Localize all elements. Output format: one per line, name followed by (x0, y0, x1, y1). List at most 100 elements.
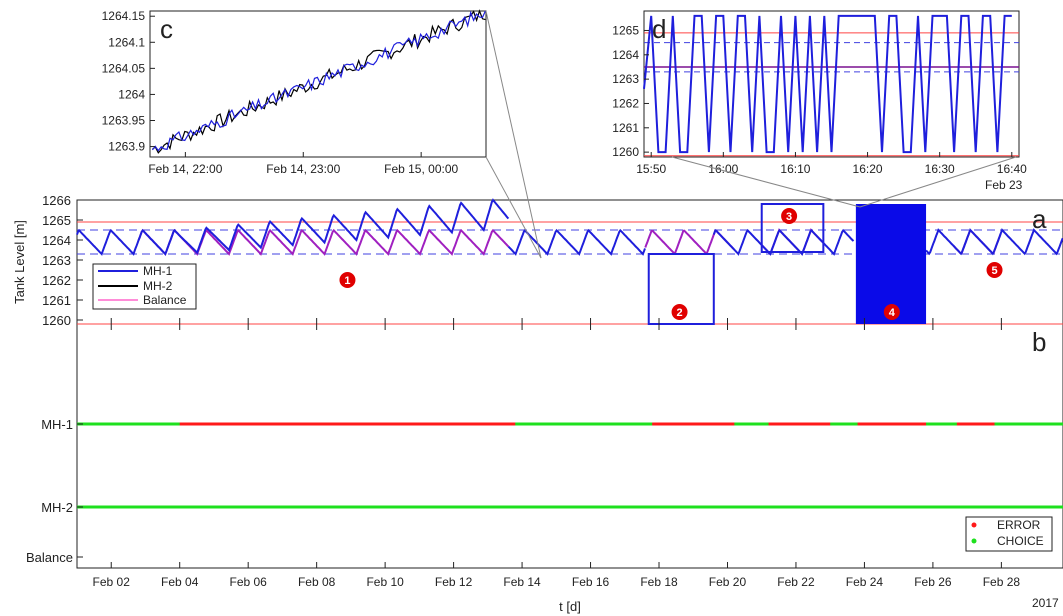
y-tick-label-c: 1264.1 (108, 35, 145, 49)
legend-error-dot (971, 522, 977, 528)
x-tick-label: Feb 28 (983, 575, 1021, 589)
x-axis-label: t [d] (559, 599, 581, 614)
panel-b-plot (77, 422, 1063, 509)
panel-b-frame (76, 323, 1063, 569)
panel-c-plot (151, 9, 486, 154)
annotation-marker-label: 1 (344, 275, 350, 287)
inset-c-mh2-line (152, 9, 486, 154)
y-tick-label-b: MH-2 (41, 500, 73, 515)
annotation-marker-4: 4 (883, 304, 900, 320)
y-tick-label-a: 1264 (42, 233, 71, 248)
connector-d-1 (671, 156, 861, 208)
annotation-marker-1: 1 (339, 272, 356, 288)
x-tick-label: Feb 02 (93, 575, 131, 589)
x-tick-label-d: 16:10 (780, 162, 810, 176)
mh1-series-line (76, 198, 510, 256)
panel-letter-d: d (652, 14, 666, 44)
y-tick-label-b: MH-1 (41, 417, 73, 432)
x-tick-label: Feb 22 (777, 575, 815, 589)
legend-mh1-label: MH-1 (143, 264, 173, 278)
legend-error-label: ERROR (997, 518, 1041, 532)
x-tick-label-d: 15:50 (636, 162, 666, 176)
annotation-marker-label: 5 (991, 265, 997, 277)
x-tick-label-d: 16:20 (853, 162, 883, 176)
x-tick-label-c: Feb 15, 00:00 (384, 162, 458, 176)
legend-b: ERROR CHOICE (965, 516, 1053, 552)
annotation-marker-circle (781, 208, 798, 224)
legend-mh2-label: MH-2 (143, 279, 173, 293)
legend-a: MH-1 MH-2 Balance (92, 263, 197, 310)
annotation-marker-label: 3 (786, 211, 792, 223)
panel-d-date: Feb 23 (985, 178, 1023, 192)
x-tick-label-c: Feb 14, 23:00 (266, 162, 340, 176)
x-tick-label: Feb 08 (298, 575, 336, 589)
legend-choice-label: CHOICE (997, 534, 1044, 548)
x-tick-label: Feb 26 (914, 575, 952, 589)
annotation-marker-circle (339, 272, 356, 288)
x-tick-label: Feb 20 (709, 575, 747, 589)
mh1-series-line (925, 228, 1063, 256)
inset-c-mh1-line (151, 10, 486, 152)
x-tick-label: Feb 12 (435, 575, 473, 589)
y-tick-label-d: 1260 (612, 145, 639, 159)
y-axis-label: Tank Level [m] (12, 220, 27, 304)
x-tick-label: Feb 14 (503, 575, 541, 589)
y-tick-label-d: 1261 (612, 121, 639, 135)
x-tick-label: Feb 16 (572, 575, 610, 589)
event-box-2 (647, 253, 715, 325)
annotation-marker-3: 3 (781, 208, 798, 224)
legend-b-box (965, 516, 1053, 552)
annotation-marker-circle (883, 304, 900, 320)
annotation-marker-label: 4 (889, 307, 896, 319)
y-tick-label-a: 1263 (42, 253, 71, 268)
y-tick-label-c: 1263.95 (102, 114, 146, 128)
y-tick-label-d: 1265 (612, 23, 639, 37)
connector-c-1 (485, 10, 542, 259)
y-tick-label-a: 1261 (42, 293, 71, 308)
y-tick-label-d: 1264 (612, 48, 639, 62)
annotation-marker-5: 5 (986, 262, 1003, 278)
y-tick-label-d: 1262 (612, 96, 639, 110)
y-tick-label-a: 1260 (42, 313, 71, 328)
annotation-marker-2: 2 (671, 304, 688, 320)
x-tick-label: Feb 24 (846, 575, 884, 589)
x-tick-label: Feb 06 (230, 575, 268, 589)
event-block-4 (855, 204, 927, 324)
panel-letter-a: a (1032, 204, 1047, 234)
x-tick-label-d: 16:30 (925, 162, 955, 176)
mh1-series-line (712, 228, 855, 256)
legend-balance-label: Balance (143, 293, 187, 307)
y-tick-label-c: 1264.05 (102, 61, 146, 75)
year-label: 2017 (1032, 596, 1059, 610)
x-tick-label: Feb 10 (366, 575, 404, 589)
y-tick-label-d: 1263 (612, 72, 639, 86)
balance-series-segment (952, 229, 1002, 255)
connector-c-2 (485, 156, 542, 259)
y-tick-label-a: 1266 (42, 193, 71, 208)
panel-d-plot (643, 14, 1019, 157)
inset-d-mh1-line (643, 14, 1012, 154)
panel-letter-c: c (160, 14, 173, 44)
panel-a-plot: 1 2 3 4 5 (76, 198, 1063, 325)
x-tick-label: Feb 04 (161, 575, 199, 589)
x-tick-label-d: 16:40 (997, 162, 1027, 176)
y-tick-label-b: Balance (26, 550, 73, 565)
annotation-marker-circle (986, 262, 1003, 278)
annotation-marker-label: 2 (676, 307, 682, 319)
connector-d-2 (859, 156, 1017, 208)
y-tick-label-c: 1263.9 (108, 140, 145, 154)
annotation-marker-circle (671, 304, 688, 320)
panel-c-frame (149, 10, 487, 158)
event-box-3 (760, 203, 825, 253)
x-tick-label: Feb 18 (640, 575, 678, 589)
y-tick-label-a: 1262 (42, 273, 71, 288)
mh1-series-line (507, 228, 646, 256)
y-tick-label-c: 1264 (118, 87, 145, 101)
legend-choice-dot (971, 538, 977, 544)
panel-letter-b: b (1032, 327, 1046, 357)
x-tick-label-c: Feb 14, 22:00 (148, 162, 222, 176)
axes-layer: 1260 1261 1262 1263 1264 1265 1266 Feb 02 Feb 04… (26, 9, 1027, 589)
y-tick-label-c: 1264.15 (102, 9, 146, 23)
y-tick-label-a: 1265 (42, 213, 71, 228)
